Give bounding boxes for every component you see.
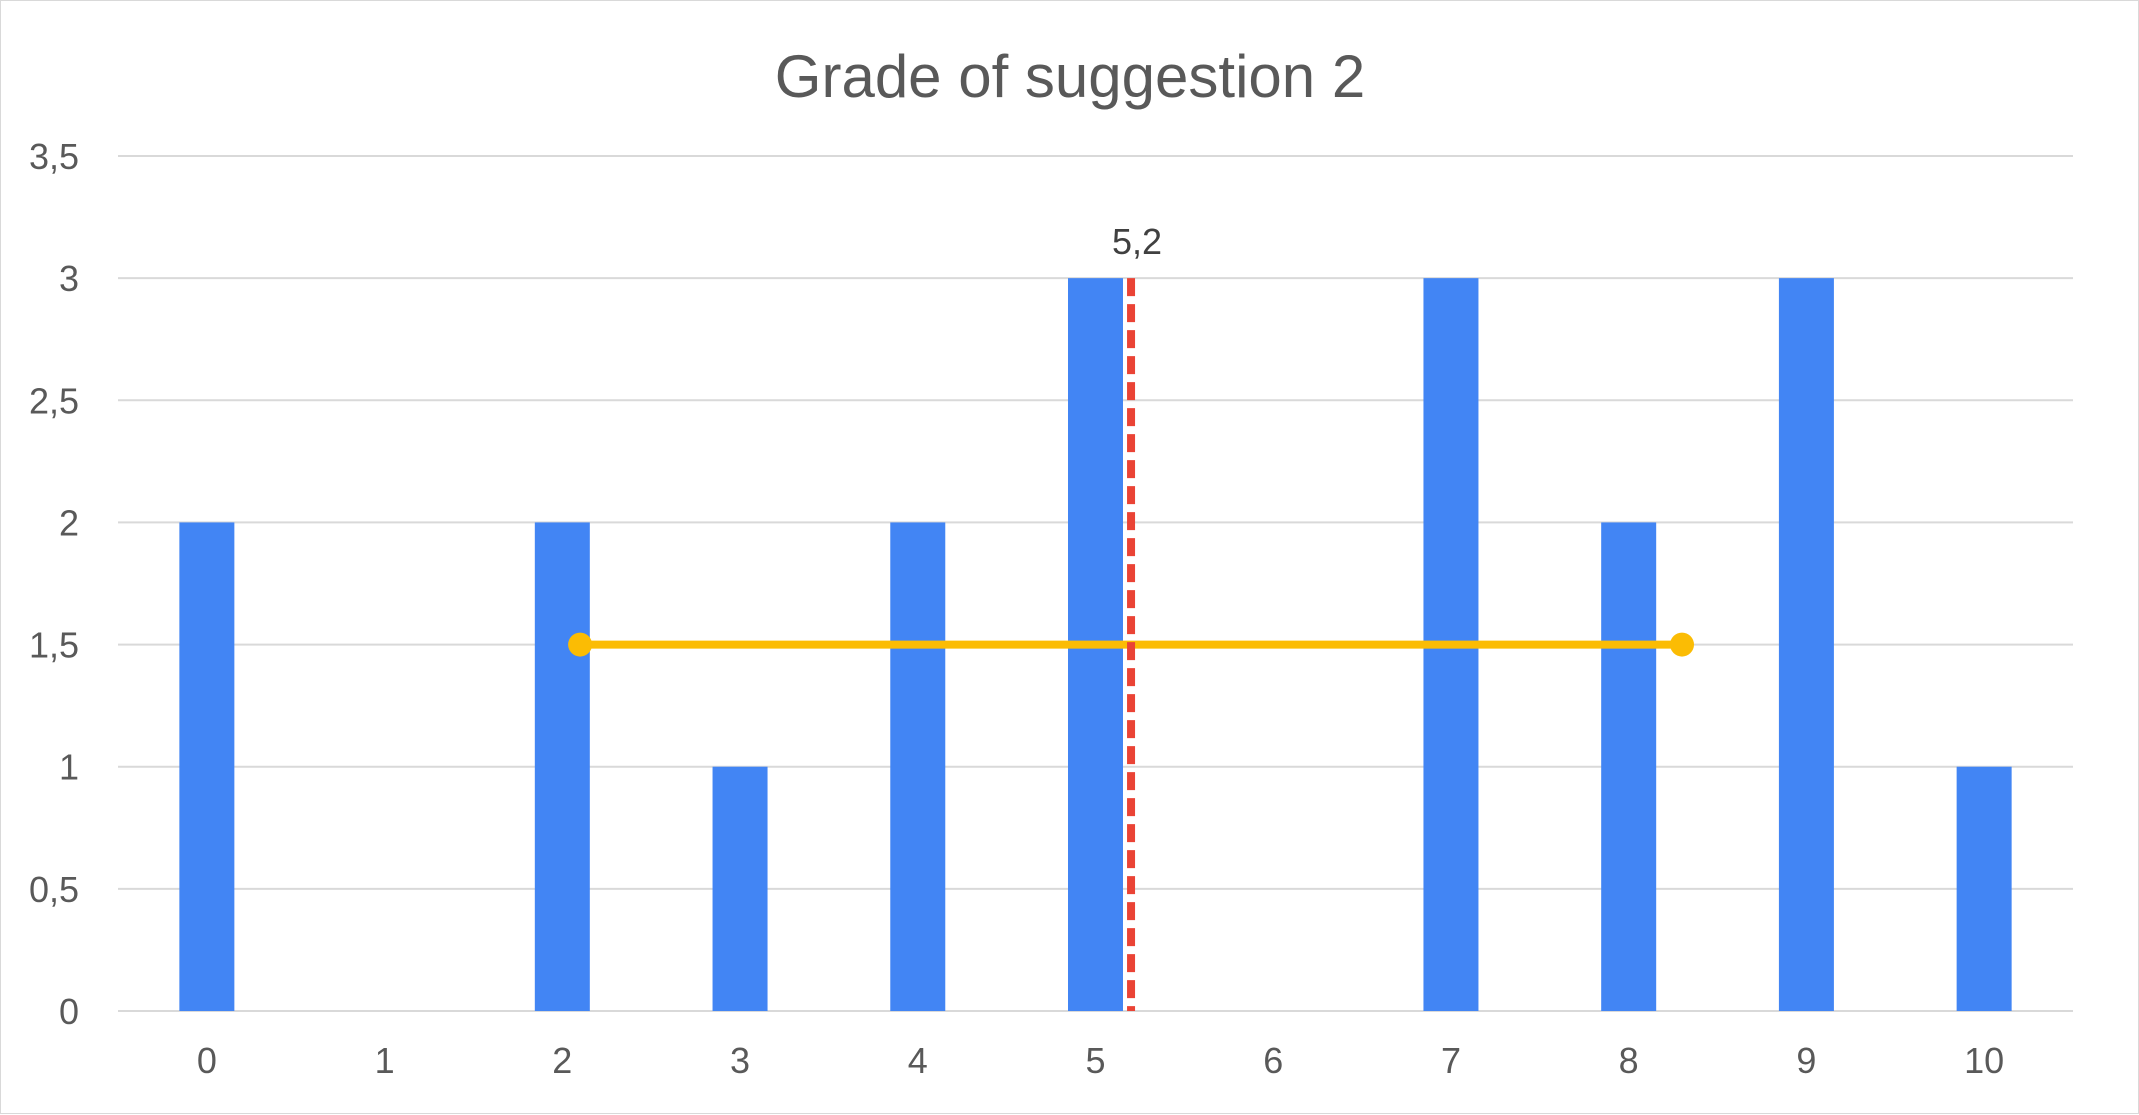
y-tick-label: 2,5 — [29, 380, 79, 421]
x-tick-label: 4 — [908, 1040, 928, 1081]
range-end-marker — [1670, 632, 1694, 657]
x-tick-label: 3 — [730, 1040, 750, 1081]
bar-2 — [534, 522, 590, 1011]
bar-8 — [1601, 522, 1657, 1011]
y-tick-label: 2 — [59, 502, 79, 543]
x-tick-label: 0 — [197, 1040, 217, 1081]
y-tick-labels: 0 0,5 1 1,5 2 2,5 3 3,5 — [29, 136, 79, 1032]
bar-0 — [179, 522, 235, 1011]
y-tick-label: 3 — [59, 258, 79, 299]
x-tick-label: 1 — [375, 1040, 395, 1081]
overlays: 5,2 — [568, 221, 1694, 1011]
bar-4 — [890, 522, 946, 1011]
range-start-marker — [568, 632, 593, 657]
x-tick-label: 8 — [1619, 1040, 1639, 1081]
x-tick-label: 2 — [552, 1040, 572, 1081]
bar-10 — [1956, 766, 2012, 1011]
x-tick-label: 10 — [1964, 1040, 2004, 1081]
y-tick-label: 0 — [59, 991, 79, 1032]
x-tick-label: 6 — [1263, 1040, 1283, 1081]
y-tick-label: 1 — [59, 747, 79, 788]
y-tick-label: 0,5 — [29, 869, 79, 910]
chart-title: Grade of suggestion 2 — [775, 43, 1365, 110]
x-tick-labels: 0 1 2 3 4 5 6 7 8 9 10 — [197, 1040, 2004, 1081]
x-tick-label: 7 — [1441, 1040, 1461, 1081]
x-tick-label: 5 — [1085, 1040, 1105, 1081]
bar-3 — [712, 766, 768, 1011]
x-tick-label: 9 — [1796, 1040, 1816, 1081]
y-tick-label: 3,5 — [29, 136, 79, 177]
bar-9 — [1778, 278, 1834, 1012]
y-tick-label: 1,5 — [29, 625, 79, 666]
mean-label: 5,2 — [1112, 221, 1162, 262]
